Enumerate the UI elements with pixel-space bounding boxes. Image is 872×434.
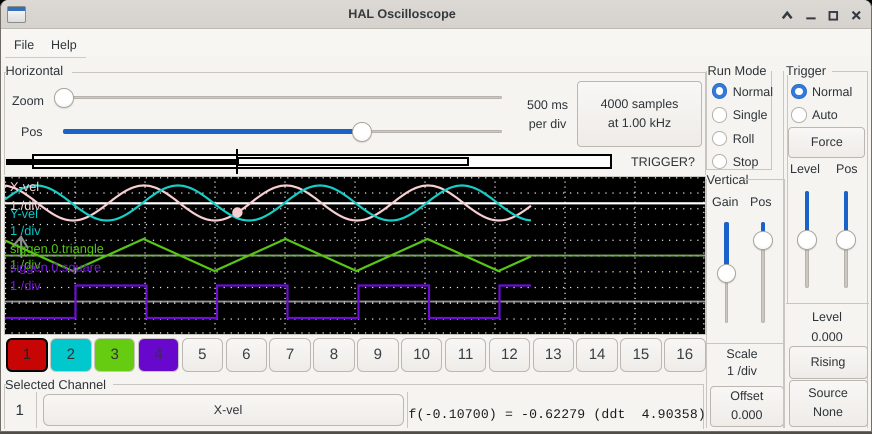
svg-text:siggen.0.square: siggen.0.square: [10, 260, 101, 275]
svg-text:1 /div: 1 /div: [10, 257, 41, 272]
svg-text:Y-vel: Y-vel: [10, 206, 38, 221]
svg-text:X-vel: X-vel: [10, 179, 39, 194]
svg-text:1 /div: 1 /div: [10, 278, 41, 293]
svg-text:1 /div: 1 /div: [10, 198, 41, 213]
svg-text:1 /div: 1 /div: [10, 223, 41, 238]
svg-text:siggen.0.triangle: siggen.0.triangle: [10, 241, 104, 256]
